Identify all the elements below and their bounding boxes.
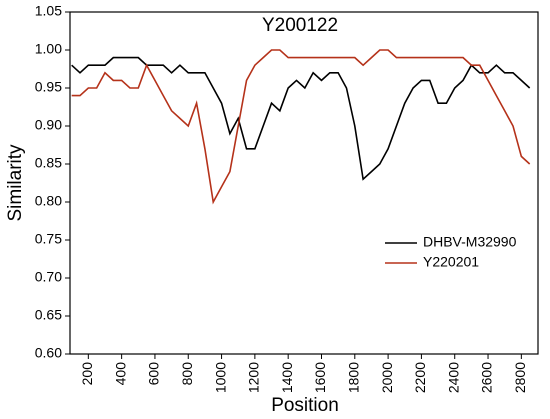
x-tick-label: 400 bbox=[112, 362, 128, 386]
x-axis-label: Position bbox=[271, 395, 339, 416]
chart-title: Y200122 bbox=[262, 15, 338, 36]
x-tick-label: 1600 bbox=[312, 362, 328, 393]
x-tick-label: 2400 bbox=[445, 362, 461, 393]
series-line bbox=[71, 49, 531, 205]
x-tick-label: 1000 bbox=[212, 362, 228, 393]
y-tick-label: 1.05 bbox=[35, 3, 62, 19]
y-tick-label: 1.00 bbox=[35, 41, 62, 57]
legend-label: Y220201 bbox=[423, 254, 479, 270]
x-tick-label: 600 bbox=[146, 362, 162, 386]
x-tick-label: 2000 bbox=[379, 362, 395, 393]
y-tick-label: 0.75 bbox=[35, 231, 62, 247]
x-tick-label: 200 bbox=[79, 362, 95, 386]
x-tick-label: 800 bbox=[179, 362, 195, 386]
x-tick-label: 1800 bbox=[346, 362, 362, 393]
x-tick-label: 1400 bbox=[279, 362, 295, 393]
y-tick-label: 0.70 bbox=[35, 269, 62, 285]
y-axis-label: Similarity bbox=[5, 144, 26, 222]
y-tick-label: 0.85 bbox=[35, 155, 62, 171]
y-tick-label: 0.60 bbox=[35, 345, 62, 361]
x-tick-label: 2600 bbox=[479, 362, 495, 393]
plot-frame bbox=[69, 11, 539, 355]
x-tick-label: 1200 bbox=[246, 362, 262, 393]
series-line bbox=[71, 56, 531, 181]
x-tick-label: 2200 bbox=[412, 362, 428, 393]
legend-label: DHBV-M32990 bbox=[423, 234, 517, 250]
x-tick-label: 2800 bbox=[512, 362, 528, 393]
y-tick-label: 0.65 bbox=[35, 307, 62, 323]
y-tick-label: 0.90 bbox=[35, 117, 62, 133]
y-tick-label: 0.80 bbox=[35, 193, 62, 209]
y-tick-label: 0.95 bbox=[35, 79, 62, 95]
